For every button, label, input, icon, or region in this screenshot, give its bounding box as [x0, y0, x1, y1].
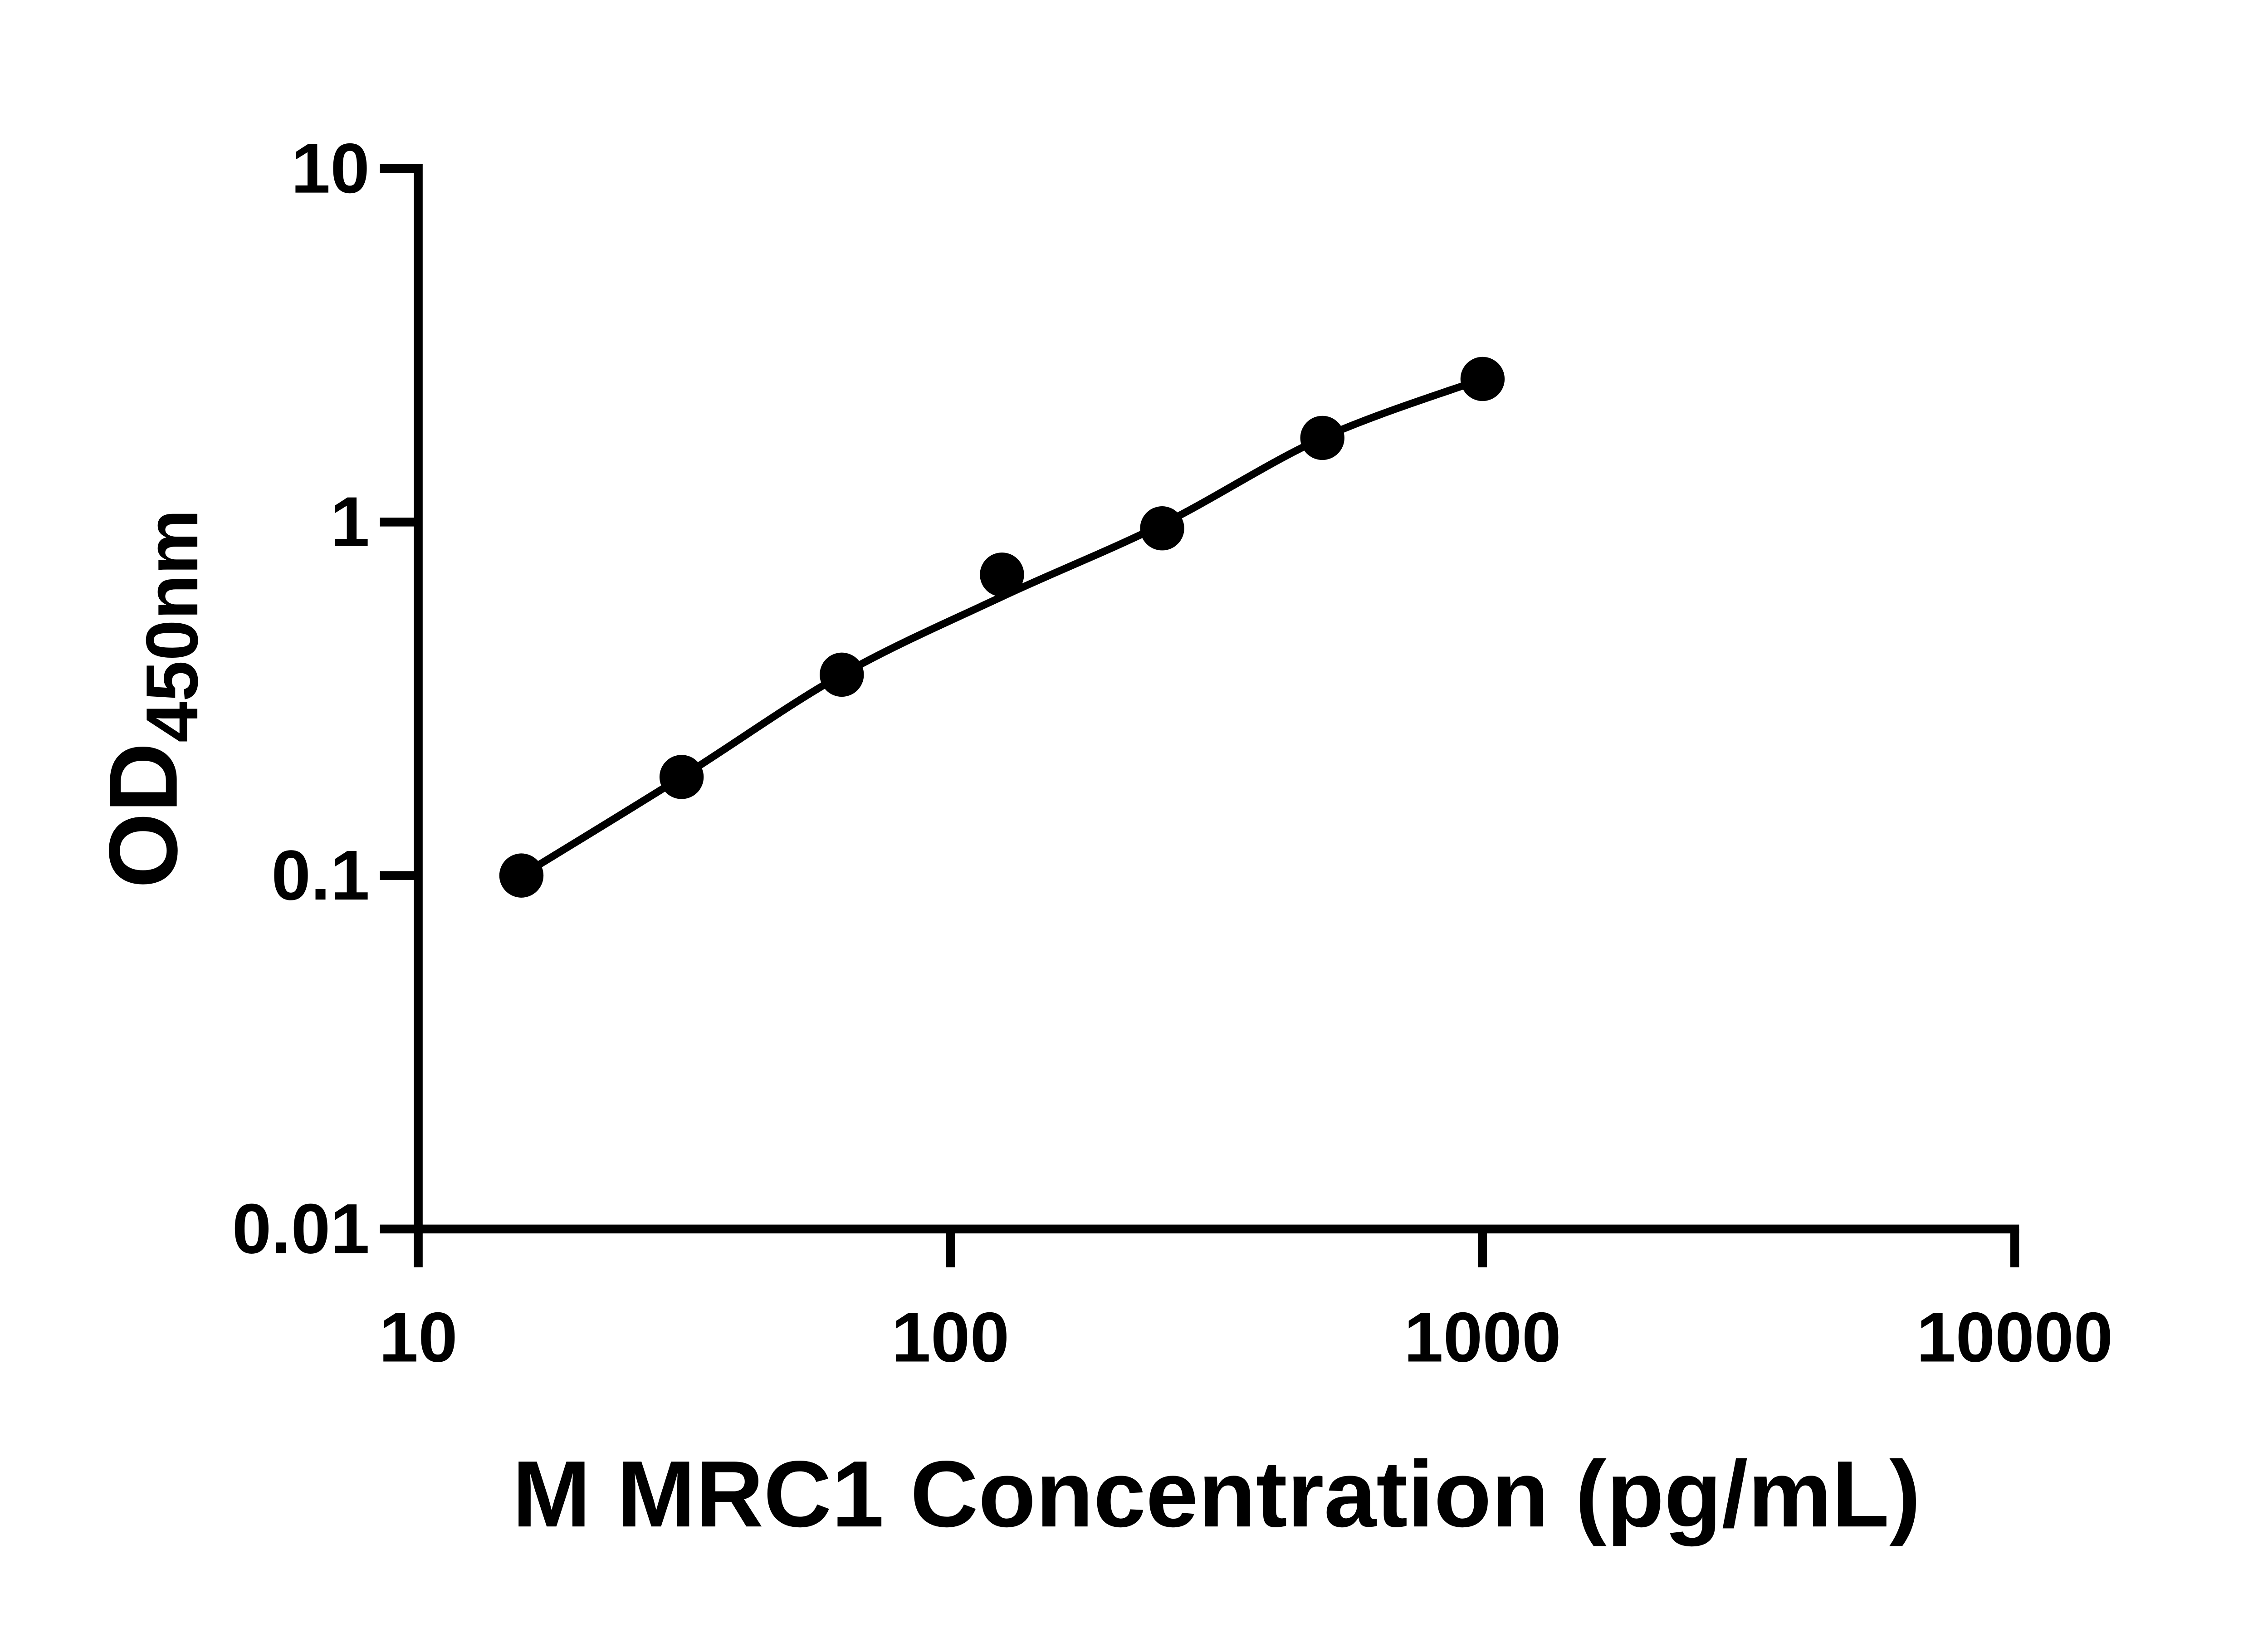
x-tick-label: 100 [891, 1298, 1009, 1377]
x-tick-label: 10 [379, 1298, 457, 1377]
data-point-marker [1140, 506, 1184, 551]
fit-curve-layer [519, 375, 1484, 879]
data-point-marker [1300, 416, 1344, 460]
data-point-marker [980, 552, 1024, 597]
x-axis-title: M MRC1 Concentration (pg/mL) [512, 1442, 1921, 1547]
y-axis-title: OD450nm [89, 509, 213, 888]
x-tick-label: 1000 [1404, 1298, 1561, 1377]
fit-curve [519, 375, 1484, 879]
y-tick-label: 0.01 [232, 1189, 370, 1268]
y-axis-title-subscript: 450nm [131, 509, 213, 742]
y-axis-title-main: OD [89, 743, 198, 888]
x-tick-label: 10000 [1916, 1298, 2113, 1377]
data-point-marker [820, 652, 864, 697]
data-point-marker [1460, 357, 1505, 401]
y-tick-label: 10 [291, 129, 370, 208]
y-tick-label: 1 [330, 483, 370, 562]
axes-layer [380, 164, 2019, 1267]
data-point-marker [499, 853, 544, 898]
y-tick-label: 0.1 [271, 836, 370, 915]
data-points-layer [499, 357, 1505, 898]
data-point-marker [659, 754, 704, 799]
